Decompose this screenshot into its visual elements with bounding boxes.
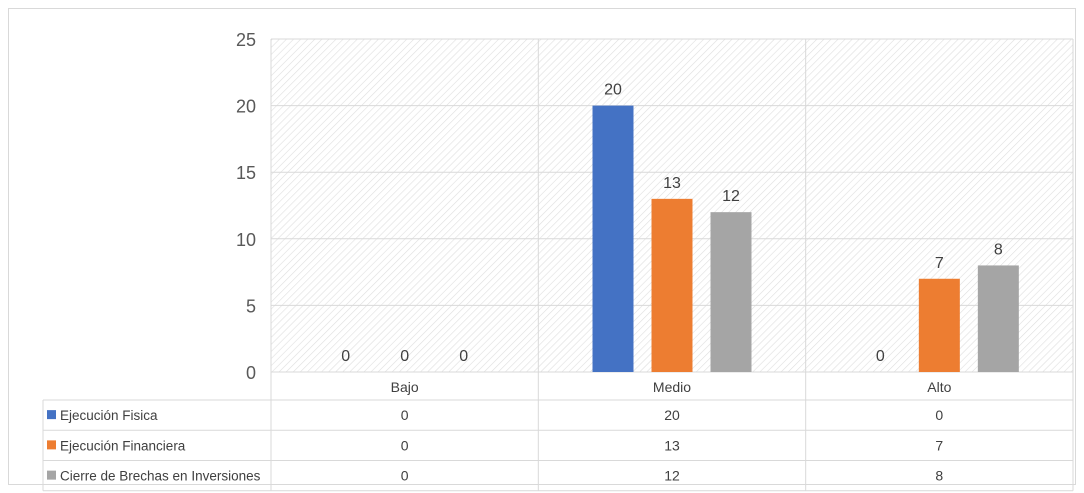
data-label: 20: [604, 82, 622, 99]
category-label: Medio: [653, 379, 691, 395]
data-label: 0: [341, 348, 350, 365]
bar-medio-series-3: [710, 212, 752, 372]
y-tick-label: 15: [236, 163, 256, 183]
bars: [592, 105, 1019, 372]
y-tick-label: 10: [236, 230, 256, 250]
chart-frame: [8, 8, 1076, 485]
data-label: 8: [994, 241, 1003, 258]
table-cell: 8: [935, 468, 943, 484]
bar-medio-series-1: [592, 105, 634, 372]
bar-alto-series-2: [918, 278, 960, 372]
series-name: Cierre de Brechas en Inversiones: [60, 469, 261, 484]
y-tick-label: 20: [236, 97, 256, 117]
data-label: 0: [459, 348, 468, 365]
legend-key: [47, 440, 56, 450]
y-tick-label: 25: [236, 30, 256, 50]
y-tick-label: 5: [246, 296, 256, 316]
table-cell: 13: [664, 437, 680, 453]
table-cell: 20: [664, 407, 680, 423]
data-label: 12: [722, 188, 740, 205]
series-name: Ejecución Fisica: [60, 408, 158, 423]
y-tick-label: 0: [246, 363, 256, 383]
data-label: 13: [663, 175, 681, 192]
table-cell: 0: [935, 407, 943, 423]
data-label: 0: [876, 348, 885, 365]
bar-alto-series-3: [977, 265, 1019, 372]
data-label: 7: [935, 255, 944, 272]
data-label: 0: [400, 348, 409, 365]
legend-key: [47, 470, 56, 480]
table-cell: 12: [664, 468, 680, 484]
category-label: Alto: [927, 379, 951, 395]
table-cell: 0: [401, 407, 409, 423]
data-labels: 0 0 0 20 13 12 0 7 8: [341, 82, 1003, 365]
table-cell: 0: [401, 437, 409, 453]
series-name: Ejecución Financiera: [60, 438, 186, 453]
y-axis: 0 5 10 15 20 25: [236, 30, 256, 383]
category-label: Bajo: [391, 379, 419, 395]
table-cell: 7: [935, 437, 943, 453]
data-table: Bajo Medio Alto Ejecución Fisica 0 20 0 Ejecuci…: [42, 372, 1074, 492]
legend-key: [47, 410, 56, 420]
bar-medio-series-2: [651, 198, 693, 372]
table-cell: 0: [401, 468, 409, 484]
